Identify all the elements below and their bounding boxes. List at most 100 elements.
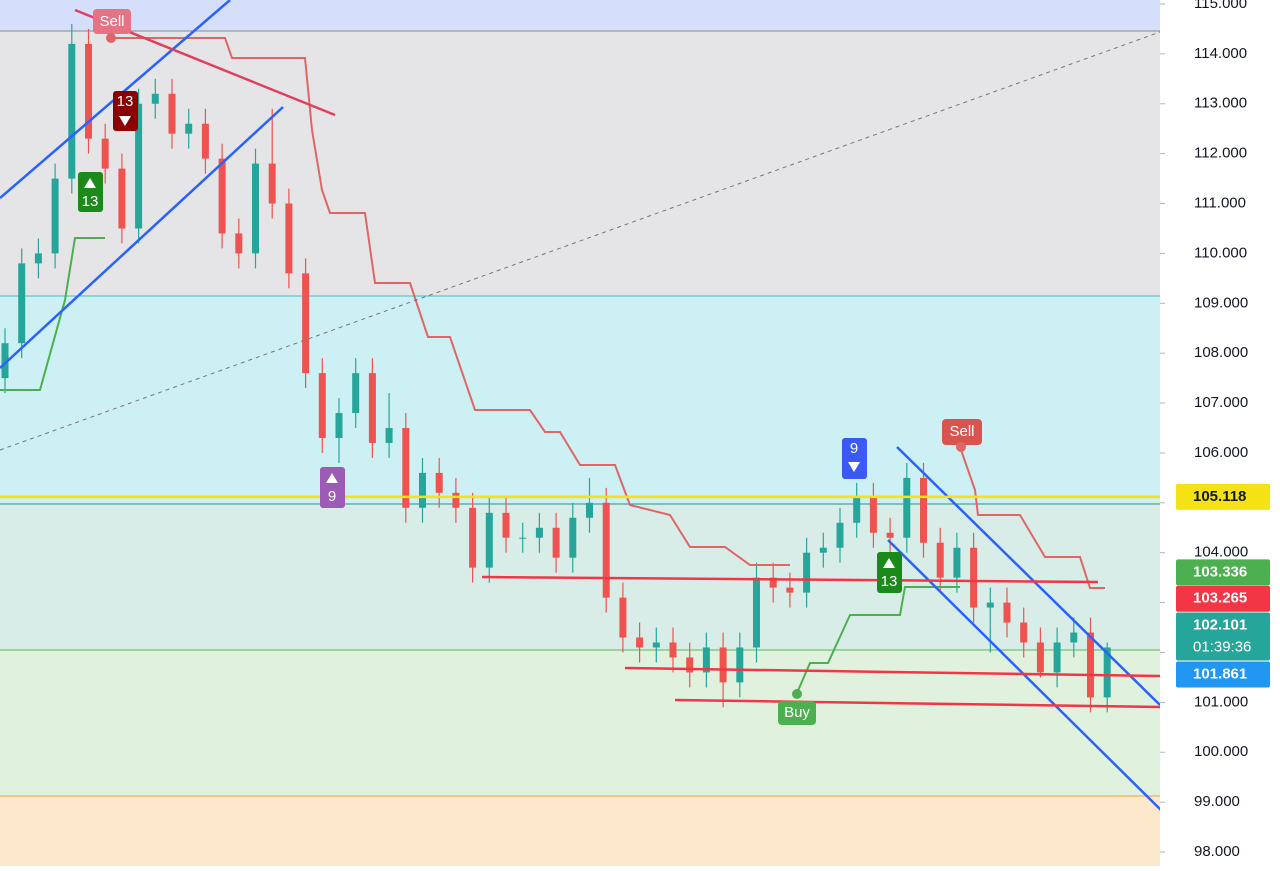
signal-label: Buy [784,704,810,721]
signal-label: 13 [117,93,134,110]
candle-body [201,123,209,159]
candle-body [535,527,543,538]
candle-body [118,168,126,229]
zones [0,0,1160,866]
price-badge-label: 101.861 [1193,665,1247,682]
candle-body [385,428,393,443]
candle-body [1003,602,1011,623]
price-badge [1176,585,1270,612]
signal-box [113,91,138,131]
trail-stop-line [0,237,105,391]
candles [1,23,1111,713]
price-badge [1176,483,1270,510]
candle-body [736,647,744,683]
candle-body [1087,632,1094,698]
channel-line [887,539,1169,818]
signal-box [93,9,131,34]
y-tick-label: 114.000 [1194,45,1247,62]
candle-body [953,547,961,578]
candle-body [318,373,326,438]
candle-body [1053,642,1061,673]
overlays [0,0,1169,818]
signal-dot [792,689,802,699]
trail-stop-line [112,37,790,566]
candle-body [519,537,527,539]
candle-body [1103,647,1111,698]
candle-body [235,233,243,254]
candle-body [819,547,827,553]
arrow-icon [883,558,895,568]
signal-box [320,467,345,508]
y-tick-label: 104.000 [1194,544,1248,561]
candle-body [18,263,26,344]
candle-body [803,552,811,593]
candle-body [352,373,360,414]
y-tick-label: 115.000 [1194,0,1247,12]
candle-body [502,512,510,538]
candle-body [853,497,861,523]
price-badge [1176,612,1270,661]
y-tick-label: 106.000 [1194,444,1248,461]
signal-label: 9 [850,440,858,457]
price-axis [1160,0,1280,866]
candle-body [485,512,493,568]
arrow-icon [848,462,860,472]
candle-body [285,203,293,274]
trail-stop-line [796,586,960,694]
candle-body [218,158,226,234]
support-line [624,666,1161,678]
candle-body [702,647,710,673]
y-tick-label: 98.000 [1194,843,1240,860]
arrow-icon [326,473,338,483]
price-badge-label: 103.336 [1193,563,1247,580]
y-tick-label: 111.000 [1194,194,1246,211]
candle-body [869,497,877,533]
candle-body [1070,632,1078,643]
candle-body [970,547,978,608]
signal-dot [956,442,966,452]
candle-body [636,637,644,648]
candle-body [552,527,560,558]
candle-body [51,178,59,254]
candle-body [335,413,343,438]
candle-body [1020,622,1028,643]
candle-body [452,492,460,508]
trend-line [0,31,1161,451]
candle-body [268,163,276,204]
zone [0,0,1160,31]
candle-body [586,502,593,518]
signal-box [78,172,103,212]
y-tick-label: 112.000 [1194,145,1247,162]
y-tick-label: 100.000 [1194,743,1248,760]
candle-body [85,43,92,139]
candle-body [135,103,143,229]
price-badge [1176,559,1270,586]
signal-label: 13 [881,573,898,590]
signal-box [842,438,867,479]
candle-body [786,587,794,593]
candle-body [1036,642,1044,673]
candle-body [252,163,259,254]
candle-body [1,343,9,379]
signal-label: Sell [949,423,974,440]
y-tick-label: 108.000 [1194,344,1248,361]
candle-body [753,577,760,648]
candle-body [602,502,610,598]
candle-body [769,577,777,588]
candle-body [836,522,844,548]
signal-box [778,701,816,725]
signal-box [942,419,982,445]
candle-body [419,472,426,508]
signal-dot [106,33,116,43]
arrow-icon [84,178,96,188]
zone [0,296,1160,504]
candle-body [669,642,677,658]
y-tick-label: 109.000 [1194,294,1248,311]
candle-body [68,43,76,179]
annotations: Sell 13 13 9 9 Sell 13 Buy [78,9,982,725]
countdown-label: 01:39:36 [1193,638,1251,655]
support-line [674,698,1161,709]
candle-body [151,93,159,104]
